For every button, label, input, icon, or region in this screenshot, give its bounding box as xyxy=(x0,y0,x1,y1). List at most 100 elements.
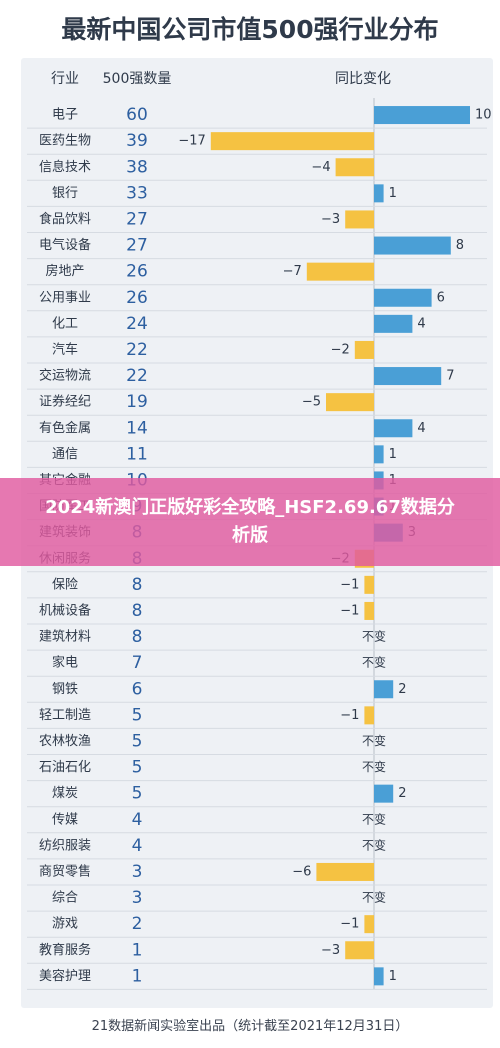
overlay-banner[interactable]: 2024新澳门正版好彩全攻略_HSF2.69.67数据分析版 xyxy=(0,478,500,566)
count-value: 8 xyxy=(132,575,143,595)
change-label: −2 xyxy=(331,342,350,357)
footer-credit: 21数据新闻实验室出品（统计截至2021年12月31日） xyxy=(91,1019,409,1034)
change-label: −17 xyxy=(178,134,205,149)
industry-label: 美容护理 xyxy=(39,968,91,984)
change-label: −3 xyxy=(321,212,340,227)
change-label: 1 xyxy=(389,447,397,462)
count-value: 14 xyxy=(126,418,148,438)
change-label: 6 xyxy=(437,290,445,305)
count-value: 1 xyxy=(132,966,143,986)
change-bar xyxy=(374,419,413,438)
change-bar xyxy=(374,445,384,464)
change-bar xyxy=(345,941,374,960)
change-bar xyxy=(364,575,374,594)
count-value: 24 xyxy=(126,314,148,334)
overlay-banner-text: 2024新澳门正版好彩全攻略_HSF2.69.67数据分析版 xyxy=(45,497,455,546)
change-label: 1 xyxy=(389,969,397,984)
industry-label: 交运物流 xyxy=(39,368,91,384)
industry-label: 钢铁 xyxy=(52,682,78,697)
industry-label: 农林牧渔 xyxy=(39,734,91,749)
change-label: 8 xyxy=(456,238,464,253)
count-value: 5 xyxy=(132,731,143,751)
count-value: 3 xyxy=(132,862,143,882)
count-value: 5 xyxy=(132,758,143,778)
change-label: −6 xyxy=(292,864,311,879)
count-value: 4 xyxy=(132,836,143,856)
no-change-label: 不变 xyxy=(362,733,386,748)
count-value: 4 xyxy=(132,810,143,830)
change-label: 2 xyxy=(398,786,406,801)
change-label: 7 xyxy=(446,369,454,384)
column-header: 行业 xyxy=(51,71,79,87)
change-bar xyxy=(374,367,442,386)
change-label: 4 xyxy=(417,316,425,331)
change-label: 10 xyxy=(475,108,492,123)
change-label: 2 xyxy=(398,682,406,697)
chart-title: 最新中国公司市值500强行业分布 xyxy=(61,15,439,44)
count-value: 8 xyxy=(132,601,143,621)
industry-label: 保险 xyxy=(52,577,78,592)
count-value: 7 xyxy=(132,653,143,673)
change-label: −1 xyxy=(340,917,359,932)
industry-label: 传媒 xyxy=(52,812,78,827)
industry-label: 医药生物 xyxy=(39,134,91,149)
industry-label: 轻工制造 xyxy=(39,708,91,723)
change-bar xyxy=(210,132,374,151)
count-value: 1 xyxy=(132,940,143,960)
industry-label: 化工 xyxy=(52,316,78,331)
count-value: 33 xyxy=(126,183,148,203)
industry-label: 电气设备 xyxy=(39,237,91,253)
count-value: 5 xyxy=(132,705,143,725)
industry-label: 汽车 xyxy=(52,341,78,357)
change-label: 1 xyxy=(389,186,397,201)
industry-label: 食品饮料 xyxy=(39,211,91,227)
change-label: −1 xyxy=(340,603,359,618)
count-value: 6 xyxy=(132,679,143,699)
change-bar xyxy=(306,262,374,281)
change-bar xyxy=(316,862,374,881)
no-change-label: 不变 xyxy=(362,655,386,670)
change-bar xyxy=(374,314,413,333)
count-value: 3 xyxy=(132,888,143,908)
change-bar xyxy=(374,784,394,803)
count-value: 26 xyxy=(126,288,148,308)
count-value: 5 xyxy=(132,784,143,804)
count-value: 2 xyxy=(132,914,143,934)
industry-label: 银行 xyxy=(52,186,78,201)
change-bar xyxy=(374,680,394,699)
no-change-label: 不变 xyxy=(362,837,386,852)
count-value: 22 xyxy=(126,366,148,386)
change-label: −7 xyxy=(283,264,302,279)
change-bar xyxy=(364,706,374,725)
column-header: 同比变化 xyxy=(335,71,391,87)
change-label: −1 xyxy=(340,577,359,592)
industry-label: 综合 xyxy=(52,891,78,906)
count-value: 60 xyxy=(126,105,148,125)
industry-label: 纺织服装 xyxy=(39,838,91,853)
industry-label: 煤炭 xyxy=(52,786,78,801)
change-bar xyxy=(374,106,470,125)
industry-label: 证券经纪 xyxy=(39,394,91,410)
industry-label: 信息技术 xyxy=(39,159,91,175)
count-value: 27 xyxy=(126,236,148,256)
count-value: 8 xyxy=(132,627,143,647)
change-bar xyxy=(326,393,374,412)
industry-label: 房地产 xyxy=(45,263,84,279)
change-label: −4 xyxy=(311,160,330,175)
change-bar xyxy=(345,210,374,229)
industry-label: 有色金属 xyxy=(39,420,91,436)
change-bar xyxy=(364,601,374,620)
change-bar xyxy=(374,967,384,986)
industry-label: 家电 xyxy=(52,655,78,671)
industry-label: 机械设备 xyxy=(39,602,91,618)
change-bar xyxy=(354,340,374,359)
count-value: 39 xyxy=(126,131,148,151)
count-value: 22 xyxy=(126,340,148,360)
change-label: 4 xyxy=(417,421,425,436)
count-value: 38 xyxy=(126,157,148,177)
industry-label: 电子 xyxy=(52,108,78,123)
change-label: −5 xyxy=(302,395,321,410)
industry-label: 游戏 xyxy=(52,917,78,932)
industry-label: 通信 xyxy=(52,447,78,462)
count-value: 27 xyxy=(126,209,148,229)
